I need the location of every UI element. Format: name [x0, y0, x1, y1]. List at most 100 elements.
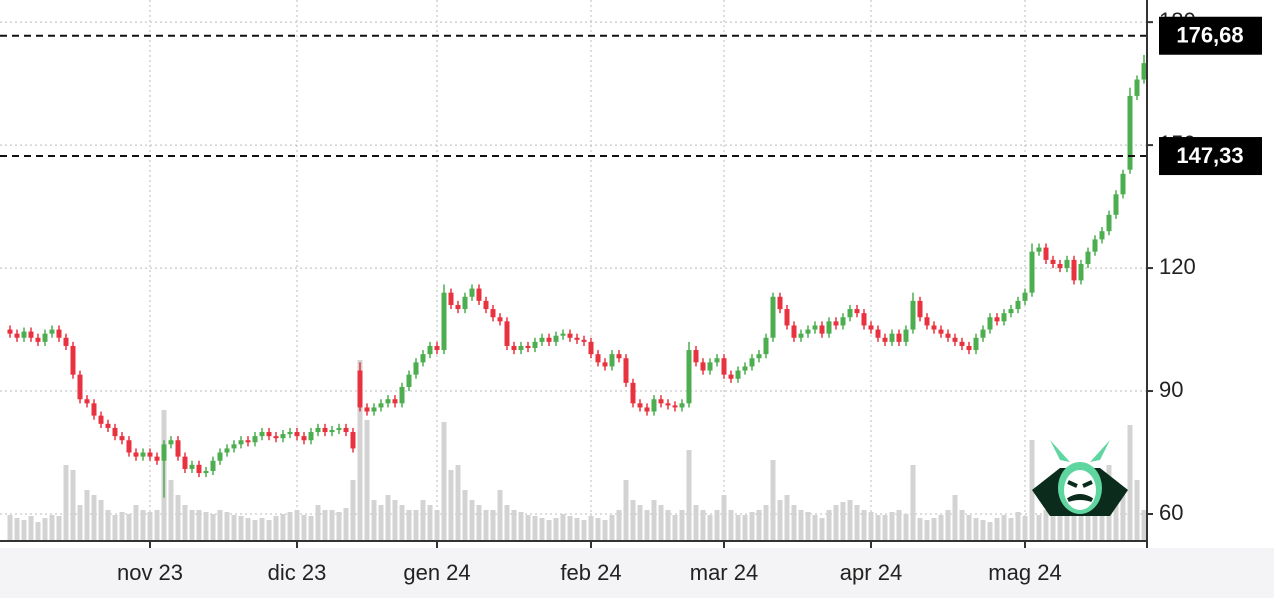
candle-body — [609, 354, 615, 367]
candle-body — [1043, 247, 1049, 260]
volume-layer — [7, 360, 1147, 540]
volume-bar — [371, 500, 377, 540]
candle-body — [98, 415, 104, 424]
candle-body — [77, 374, 83, 400]
candle-body — [959, 341, 965, 346]
candle-body — [133, 452, 139, 457]
price-label-box — [1159, 16, 1262, 55]
candle-body — [1078, 263, 1084, 281]
volume-bar — [875, 515, 881, 540]
volume-bar — [770, 460, 776, 540]
candle-body — [294, 432, 300, 437]
candle-body — [91, 403, 97, 416]
volume-bar — [882, 515, 888, 540]
volume-bar — [350, 480, 356, 540]
x-tick-label: mar 24 — [690, 560, 758, 585]
volume-bar — [931, 518, 937, 540]
volume-bar — [126, 514, 132, 540]
candle-body — [406, 374, 412, 387]
candle-body — [651, 399, 657, 412]
grid: nov 23 dic 23 gen 24 feb 24 mar 24 apr 24 mag … — [0, 0, 1153, 585]
candle-body — [525, 345, 531, 349]
candle-body — [875, 329, 881, 338]
volume-bar — [686, 450, 692, 540]
volume-bar — [805, 512, 811, 540]
volume-bar — [784, 495, 790, 540]
candle-body — [14, 333, 20, 338]
candle-body — [728, 374, 734, 379]
candle-body — [217, 452, 223, 461]
candle-body — [301, 436, 307, 441]
candle-body — [924, 317, 930, 326]
candle-body — [532, 341, 538, 349]
volume-bar — [630, 500, 636, 540]
candle-body — [700, 362, 706, 371]
candle-body — [602, 362, 608, 367]
candle-body — [231, 444, 237, 449]
volume-bar — [840, 502, 846, 540]
candle-body — [539, 337, 545, 342]
candle-body — [742, 366, 748, 371]
candle-body — [588, 341, 594, 355]
volume-bar — [392, 500, 398, 540]
candle-body — [644, 407, 650, 412]
candle-body — [1106, 214, 1112, 232]
volume-bar — [742, 515, 748, 540]
candle-body — [784, 309, 790, 326]
volume-bar — [308, 516, 314, 540]
volume-bar — [644, 510, 650, 540]
volume-bar — [1043, 510, 1049, 540]
volume-bar — [280, 514, 286, 540]
volume-bar — [98, 500, 104, 540]
candle-body — [581, 339, 587, 342]
volume-bar — [14, 518, 20, 540]
volume-bar — [637, 505, 643, 540]
volume-bar — [567, 516, 573, 540]
volume-bar — [987, 522, 993, 540]
volume-bar — [287, 512, 293, 540]
candle-body — [833, 321, 839, 326]
volume-bar — [182, 505, 188, 540]
volume-bar — [833, 505, 839, 540]
volume-bar — [1078, 505, 1084, 540]
candle-body — [882, 337, 888, 342]
volume-bar — [252, 520, 258, 540]
volume-bar — [203, 512, 209, 540]
candle-body — [154, 456, 160, 461]
volume-bar — [63, 465, 69, 540]
candle-body — [350, 432, 356, 449]
volume-bar — [455, 465, 461, 540]
candle-body — [896, 333, 902, 342]
volume-bar — [322, 510, 328, 540]
candle-body — [812, 325, 818, 330]
candle-body — [35, 337, 41, 342]
candle-body — [455, 304, 461, 310]
volume-bar — [259, 518, 265, 540]
volume-bar — [406, 510, 412, 540]
volume-bar — [574, 518, 580, 540]
volume-bar — [798, 510, 804, 540]
volume-bar — [35, 522, 41, 540]
candle-body — [420, 354, 426, 363]
candle-body — [791, 325, 797, 338]
candle-body — [413, 362, 419, 375]
price-label: 176,68 — [1176, 23, 1243, 48]
candle-body — [259, 432, 265, 437]
candle-body — [1071, 259, 1077, 281]
volume-bar — [1008, 518, 1014, 540]
candle-body — [497, 317, 503, 322]
candle-body — [469, 288, 475, 297]
candle-body — [721, 358, 727, 375]
volume-bar — [21, 520, 27, 540]
candle-body — [819, 325, 825, 334]
volume-bar — [84, 490, 90, 540]
candle-body — [854, 309, 860, 314]
candle-body — [756, 354, 762, 359]
volume-bar — [343, 508, 349, 540]
x-tick-label: mag 24 — [988, 560, 1061, 585]
volume-bar — [973, 518, 979, 540]
candle-body — [126, 440, 132, 453]
candle-body — [462, 296, 468, 310]
candle-body — [385, 399, 391, 404]
candle-body — [910, 300, 916, 330]
